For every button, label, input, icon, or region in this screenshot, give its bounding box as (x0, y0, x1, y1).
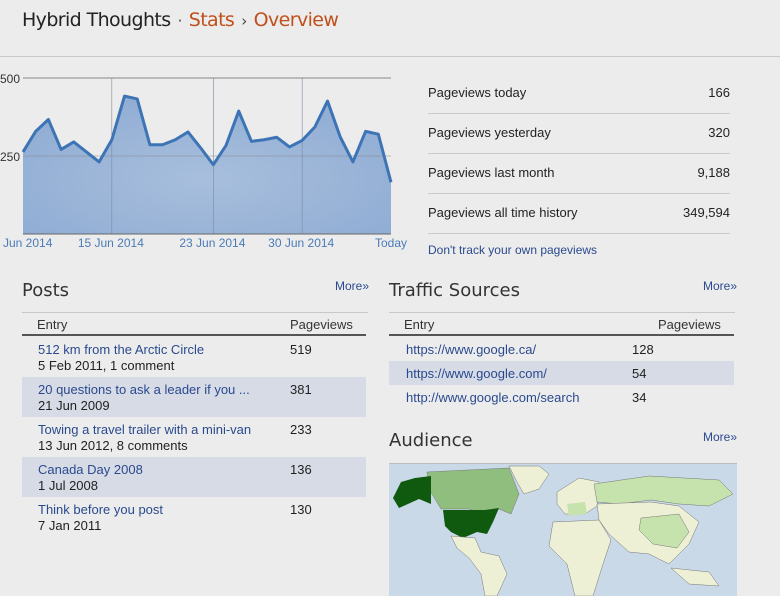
summary-row: Pageviews yesterday 320 (428, 113, 730, 154)
separator: · (178, 12, 182, 30)
breadcrumb: Hybrid Thoughts · Stats › Overview (22, 9, 338, 31)
y-tick-label: 500 (0, 72, 20, 86)
audience-world-map[interactable] (389, 463, 737, 596)
post-pageviews: 136 (290, 462, 312, 477)
europe-mid (567, 502, 587, 516)
dont-track-link[interactable]: Don't track your own pageviews (428, 243, 597, 257)
post-pageviews: 381 (290, 382, 312, 397)
traffic-more-link[interactable]: More» (703, 279, 737, 293)
posts-more-link[interactable]: More» (335, 279, 369, 293)
breadcrumb-stats[interactable]: Stats (189, 9, 235, 31)
x-tick-label: 30 Jun 2014 (268, 236, 334, 250)
canada (427, 468, 519, 514)
blog-title[interactable]: Hybrid Thoughts (22, 9, 171, 31)
traffic-source-link[interactable]: https://www.google.ca/ (406, 342, 536, 357)
y-tick-label: 250 (0, 150, 20, 164)
divider (389, 312, 735, 313)
page-title: Overview (254, 9, 339, 31)
summary-value: 9,188 (697, 165, 730, 180)
x-tick-label: Today (375, 236, 407, 250)
audience-more-link[interactable]: More» (703, 430, 737, 444)
post-meta: 21 Jun 2009 (38, 398, 110, 413)
summary-label: Pageviews yesterday (428, 125, 551, 140)
traffic-source-link[interactable]: http://www.google.com/search (406, 390, 579, 405)
summary-value: 166 (708, 85, 730, 100)
post-meta: 7 Jan 2011 (38, 518, 101, 533)
post-title-link[interactable]: Think before you post (38, 502, 163, 517)
summary-value: 349,594 (683, 205, 730, 220)
traffic-pageviews: 54 (632, 366, 646, 381)
posts-col-pageviews: Pageviews (290, 317, 353, 332)
header: Hybrid Thoughts · Stats › Overview (0, 0, 780, 57)
summary-label: Pageviews last month (428, 165, 554, 180)
table-row: 20 questions to ask a leader if you ...2… (22, 377, 366, 417)
summary-row: Pageviews last month 9,188 (428, 153, 730, 194)
posts-col-entry: Entry (37, 317, 67, 332)
summary-row: Pageviews all time history 349,594 (428, 193, 730, 234)
post-pageviews: 519 (290, 342, 312, 357)
post-pageviews: 233 (290, 422, 312, 437)
traffic-pageviews: 128 (632, 342, 654, 357)
x-tick-label: Jun 2014 (3, 236, 52, 250)
summary-label: Pageviews today (428, 85, 526, 100)
post-meta: 5 Feb 2011, 1 comment (38, 358, 174, 373)
divider (22, 312, 368, 313)
divider (389, 334, 734, 336)
area-fill (23, 96, 391, 234)
x-tick-label: 15 Jun 2014 (78, 236, 144, 250)
posts-title: Posts (22, 280, 69, 301)
post-title-link[interactable]: Canada Day 2008 (38, 462, 143, 477)
summary-row: Pageviews today 166 (428, 73, 730, 114)
table-row: https://www.google.ca/128 (389, 337, 734, 361)
post-meta: 1 Jul 2008 (38, 478, 98, 493)
post-pageviews: 130 (290, 502, 312, 517)
summary-value: 320 (708, 125, 730, 140)
traffic-title: Traffic Sources (389, 280, 520, 301)
summary-label: Pageviews all time history (428, 205, 578, 220)
divider (22, 334, 366, 336)
traffic-col-entry: Entry (404, 317, 434, 332)
post-title-link[interactable]: 512 km from the Arctic Circle (38, 342, 204, 357)
pageviews-chart (0, 60, 410, 260)
traffic-col-pageviews: Pageviews (658, 317, 721, 332)
x-tick-label: 23 Jun 2014 (179, 236, 245, 250)
traffic-source-link[interactable]: https://www.google.com/ (406, 366, 547, 381)
audience-title: Audience (389, 430, 473, 451)
chevron-right-icon: › (241, 12, 246, 30)
post-meta: 13 Jun 2012, 8 comments (38, 438, 188, 453)
post-title-link[interactable]: 20 questions to ask a leader if you ... (38, 382, 250, 397)
traffic-pageviews: 34 (632, 390, 646, 405)
table-row: https://www.google.com/54 (389, 361, 734, 385)
post-title-link[interactable]: Towing a travel trailer with a mini-van (38, 422, 251, 437)
table-row: http://www.google.com/search 34 (389, 385, 734, 409)
